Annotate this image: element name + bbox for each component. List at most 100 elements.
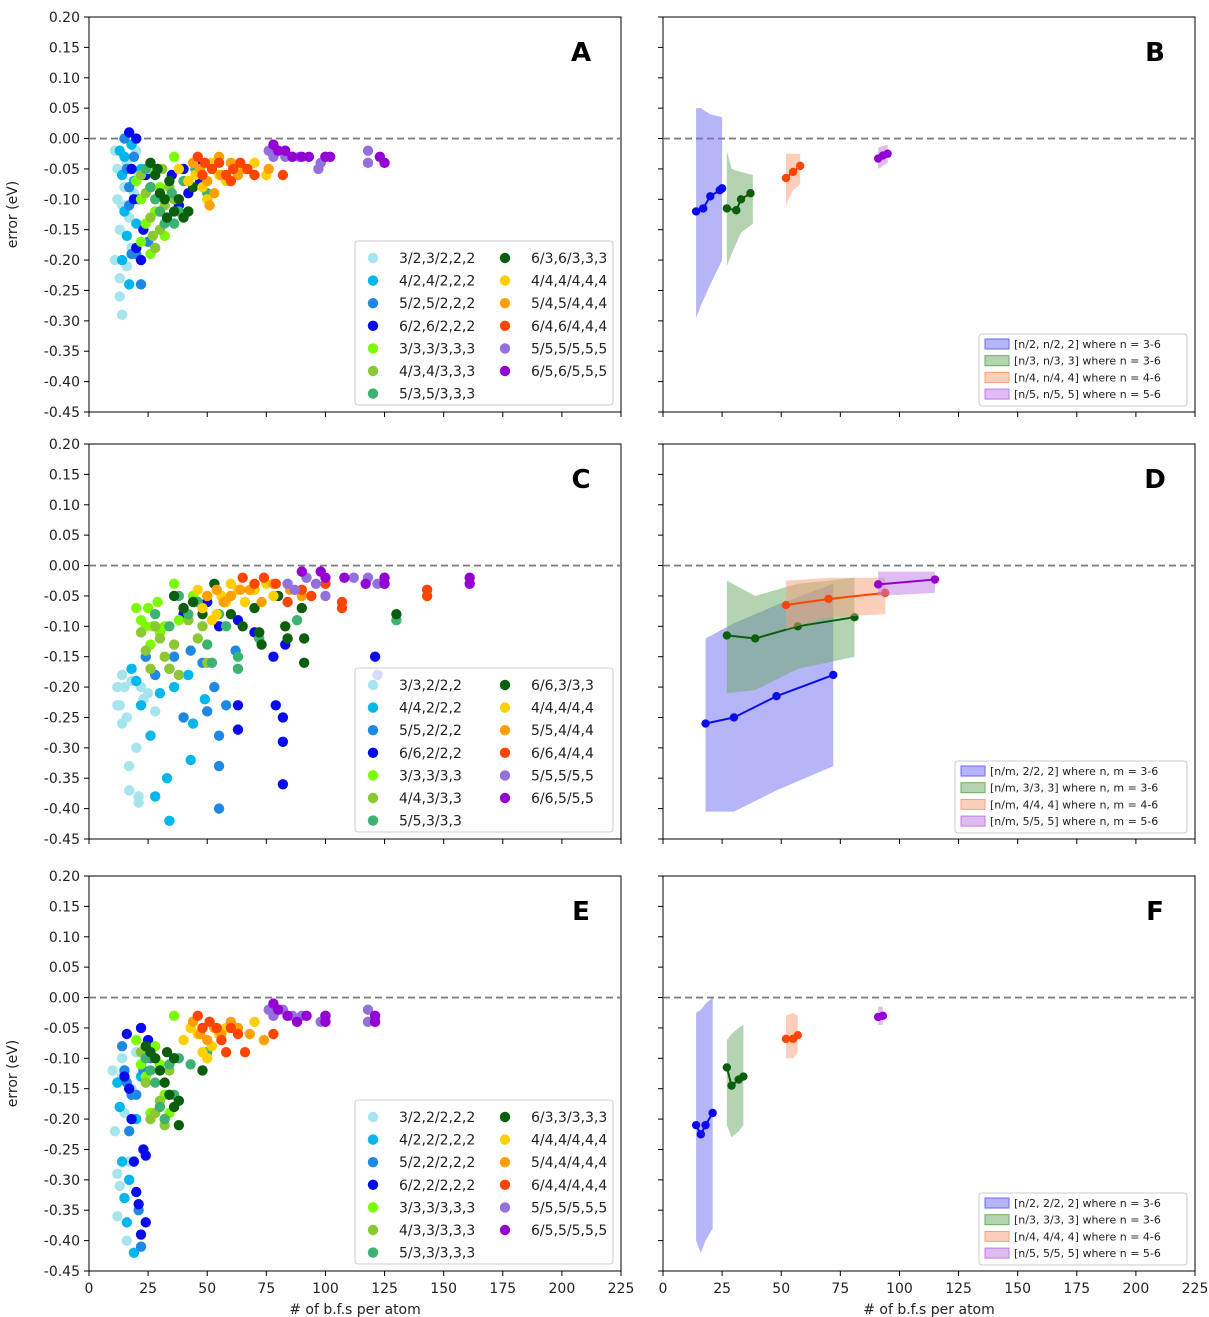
data-point xyxy=(213,760,225,772)
legend-marker xyxy=(367,1202,379,1213)
legend-label: 6/4,4/4,4,4 xyxy=(531,1178,607,1194)
data-point xyxy=(216,1034,227,1046)
data-point xyxy=(199,694,211,705)
data-point xyxy=(168,639,180,650)
data-point xyxy=(211,584,222,596)
x-tick-label: 200 xyxy=(1123,1281,1150,1297)
data-point xyxy=(121,1217,133,1228)
data-point xyxy=(135,236,147,248)
data-point xyxy=(128,1247,140,1258)
legend-swatch xyxy=(960,815,986,827)
data-point xyxy=(204,1016,215,1028)
data-point xyxy=(123,181,135,193)
legend-marker xyxy=(367,1134,379,1145)
data-point xyxy=(159,1113,170,1125)
data-point xyxy=(116,309,128,320)
legend-label: 5/4,4/4,4,4 xyxy=(531,1155,607,1171)
data-point xyxy=(282,578,293,589)
data-point xyxy=(268,590,279,602)
x-tick-label: 200 xyxy=(549,1281,576,1297)
data-point xyxy=(150,1077,161,1088)
y-tick-label: -0.25 xyxy=(44,1142,80,1158)
x-tick-label: 125 xyxy=(945,1281,972,1297)
legend-marker xyxy=(499,275,511,286)
data-point xyxy=(202,1053,213,1064)
data-point xyxy=(133,1198,144,1210)
data-point xyxy=(280,145,291,156)
legend-marker xyxy=(367,275,379,286)
data-point xyxy=(237,572,248,583)
legend-marker xyxy=(367,679,379,691)
mean-point xyxy=(691,1120,701,1130)
series-[n/4, n/4, 4] where n = 4-6 xyxy=(781,153,805,206)
legend-marker xyxy=(367,702,379,713)
legend-marker xyxy=(367,365,379,377)
series-6/5,6/5,5,5 xyxy=(268,139,390,169)
legend-marker xyxy=(367,298,379,309)
data-point xyxy=(197,1065,208,1076)
legend-swatch xyxy=(984,1247,1010,1259)
data-point xyxy=(209,681,220,693)
legend-swatch xyxy=(960,782,986,794)
data-point xyxy=(232,663,244,675)
mean-point xyxy=(781,600,791,610)
legend-marker xyxy=(499,770,511,781)
legend-label: 5/5,5/5,5,5 xyxy=(531,341,607,357)
series-4/4,2/2,2 xyxy=(126,663,211,826)
data-point xyxy=(145,730,156,741)
data-point xyxy=(152,596,163,608)
panel-letter: D xyxy=(1144,465,1166,495)
data-point xyxy=(121,712,133,723)
data-point xyxy=(197,621,208,632)
data-point xyxy=(116,254,128,266)
data-point xyxy=(114,1101,125,1113)
legend-frame xyxy=(978,333,1188,407)
data-point xyxy=(277,779,289,790)
data-point xyxy=(150,791,161,802)
y-tick-label: -0.15 xyxy=(44,223,80,239)
data-point xyxy=(168,151,180,162)
data-point xyxy=(464,578,475,589)
legend-marker xyxy=(367,1157,379,1168)
legend-label: 4/4,4/4,4,4 xyxy=(531,1133,607,1149)
legend-label: 5/2,5/2,2,2 xyxy=(399,296,475,312)
x-tick-label: 75 xyxy=(257,1281,275,1297)
data-point xyxy=(187,718,199,729)
legend-label: [n/4, n/4, 4] where n = 4-6 xyxy=(1014,371,1161,384)
data-point xyxy=(225,590,237,602)
y-tick-label: -0.40 xyxy=(44,1234,80,1250)
data-point xyxy=(220,1047,232,1058)
data-point xyxy=(119,681,130,693)
mean-line xyxy=(695,1112,714,1137)
data-point xyxy=(168,681,180,693)
data-point xyxy=(232,651,244,662)
data-point xyxy=(336,596,348,608)
data-point xyxy=(202,639,213,650)
data-point xyxy=(131,1186,142,1198)
legend-frame xyxy=(954,760,1188,834)
legend-marker xyxy=(499,725,511,736)
data-point xyxy=(192,584,203,596)
mean-line xyxy=(726,192,752,212)
y-tick-label: -0.35 xyxy=(44,344,80,360)
data-point xyxy=(183,669,194,681)
data-point xyxy=(154,1065,166,1076)
data-point xyxy=(123,1083,135,1094)
panel-C: 0.20 0.15 0.10 0.05 0.00 -0.05 -0.10 -0.15 -0.20… xyxy=(44,437,622,848)
legend-label: 6/6,2/2,2 xyxy=(399,746,462,762)
legend-label: [n/m, 2/2, 2] where n, m = 3-6 xyxy=(990,765,1158,778)
data-point xyxy=(168,218,180,229)
series-[n/2, 2/2, 2] where n = 3-6 xyxy=(691,997,717,1253)
data-point xyxy=(140,1217,151,1228)
mean-point xyxy=(701,1120,710,1130)
x-tick-label: 25 xyxy=(713,1281,731,1297)
data-point xyxy=(123,760,135,772)
data-point xyxy=(114,1180,125,1192)
y-tick-label: -0.20 xyxy=(44,1112,80,1128)
error-band xyxy=(785,577,886,630)
mean-point xyxy=(722,1063,732,1072)
legend-label: 6/6,3/3,3 xyxy=(531,678,594,694)
mean-point xyxy=(788,167,798,177)
data-point xyxy=(123,279,135,290)
data-point xyxy=(282,633,293,644)
